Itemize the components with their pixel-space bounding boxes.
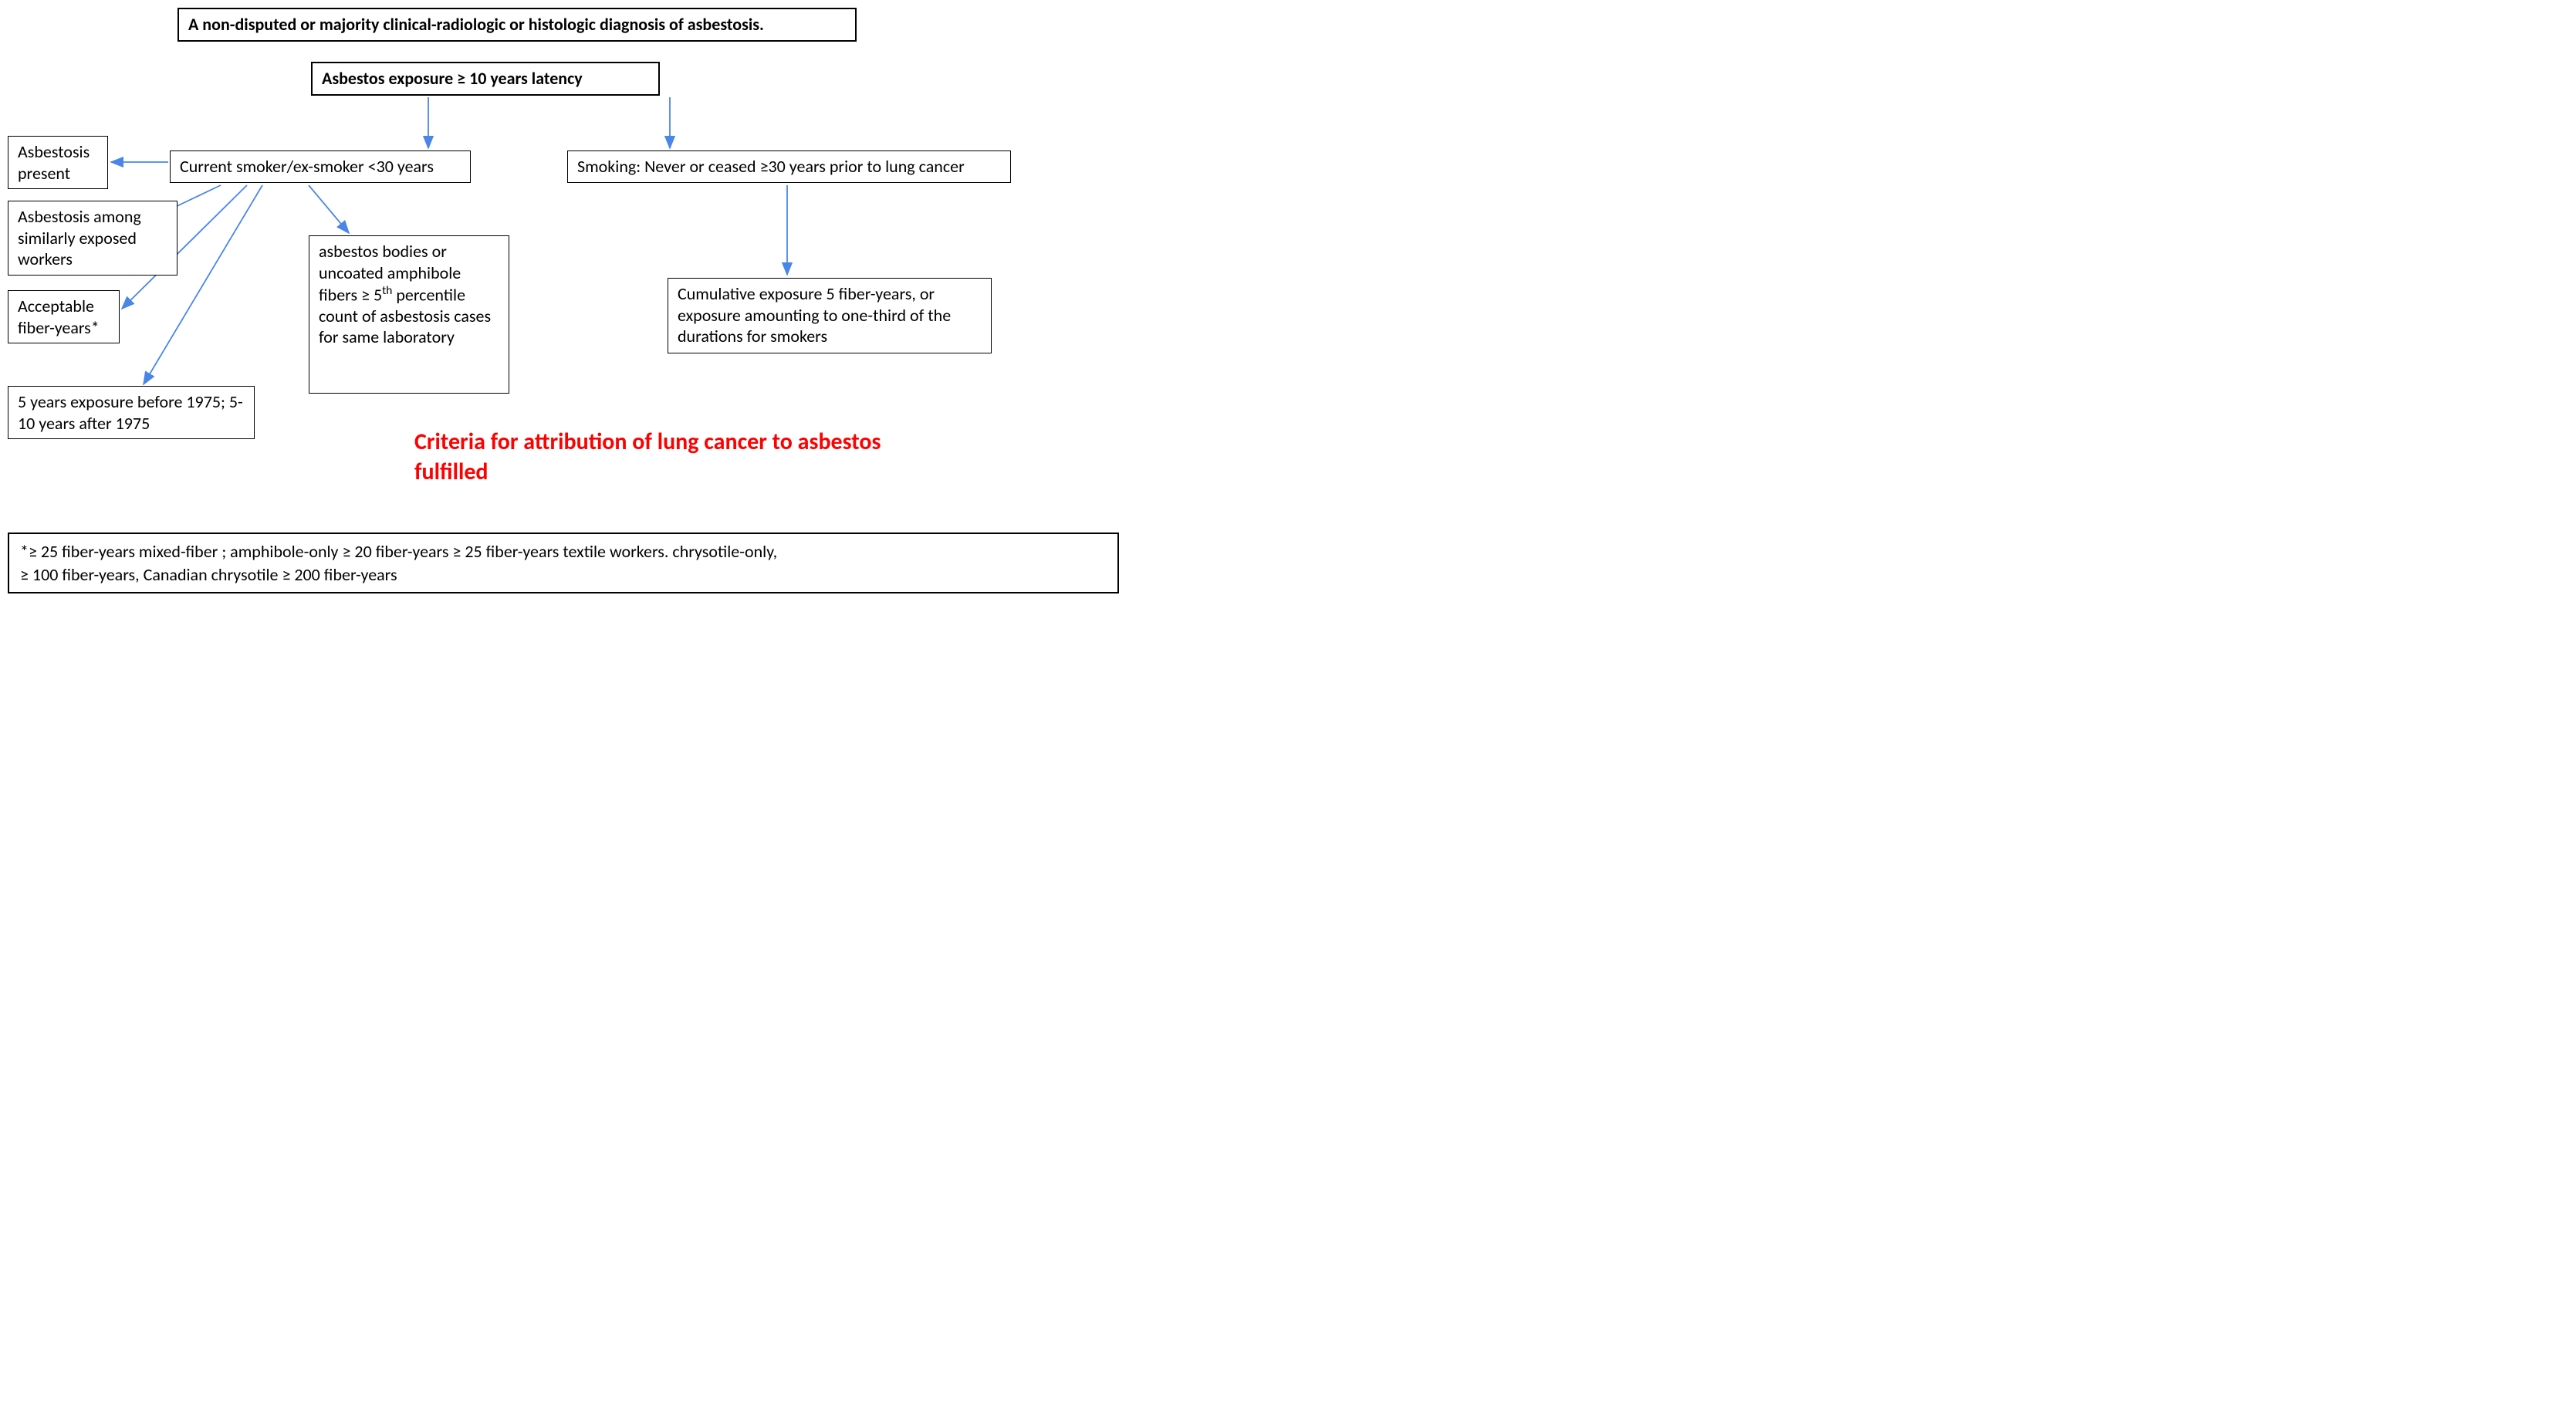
node-exposure-duration: 5 years exposure before 1975; 5-10 years… bbox=[8, 386, 255, 439]
conclusion-text: Criteria for attribution of lung cancer … bbox=[414, 427, 955, 487]
node-asbestos-bodies: asbestos bodies or uncoated amphibole fi… bbox=[309, 235, 509, 394]
footnote-line2: ≥ 100 fiber-years, Canadian chrysotile ≥… bbox=[20, 563, 1107, 587]
node-never-smoker: Smoking: Never or ceased ≥30 years prior… bbox=[567, 150, 1011, 183]
footnote-line1: *≥ 25 fiber-years mixed-fiber ; amphibol… bbox=[20, 540, 1107, 563]
node-asbestosis-present: Asbestosis present bbox=[8, 136, 108, 189]
node-smoker: Current smoker/ex-smoker <30 years bbox=[170, 150, 471, 183]
node-latency: Asbestos exposure ≥ 10 years latency bbox=[311, 62, 660, 96]
node-cumulative-exposure: Cumulative exposure 5 fiber-years, or ex… bbox=[668, 278, 992, 353]
footnote-box: *≥ 25 fiber-years mixed-fiber ; amphibol… bbox=[8, 533, 1119, 593]
node-similarly-exposed: Asbestosis among similarly exposed worke… bbox=[8, 201, 177, 276]
node-fiber-years: Acceptable fiber-years* bbox=[8, 290, 120, 343]
node-diagnosis: A non-disputed or majority clinical-radi… bbox=[177, 8, 857, 42]
